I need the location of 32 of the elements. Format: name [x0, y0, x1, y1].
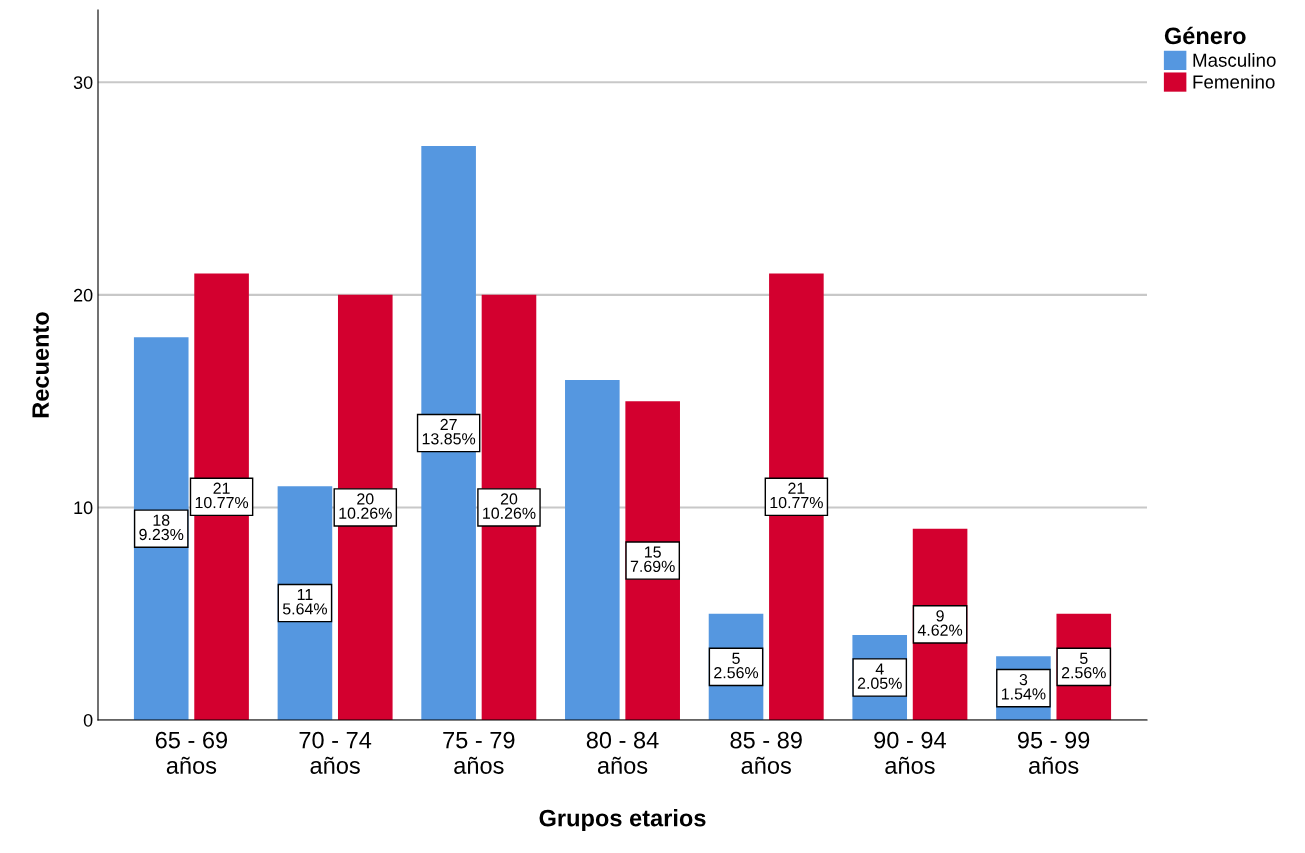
x-tick-label: 75 - 79 años [443, 731, 515, 774]
bar [565, 379, 620, 720]
data-label: 9 4.62% [917, 610, 963, 636]
x-tick-label: 65 - 69 años [155, 731, 228, 774]
y-tick-label: 10 [74, 501, 93, 515]
x-tick-label: 70 - 74 años [299, 731, 372, 774]
x-axis-title: Grupos etarios [539, 809, 706, 832]
data-label: 21 10.77% [770, 482, 823, 509]
legend-label: Masculino [1193, 53, 1276, 67]
x-tick-label: 90 - 94 años [874, 731, 946, 774]
y-tick-label: 20 [73, 288, 93, 302]
x-tick-label: 80 - 84 años [586, 731, 659, 774]
legend-title: Género [1164, 26, 1246, 45]
data-label: 4 2.05% [857, 663, 902, 689]
data-label: 3 1.54% [1001, 673, 1046, 700]
y-tick-label: 30 [73, 76, 93, 89]
legend-label: Femenino [1193, 74, 1275, 89]
data-label: 20 10.26% [339, 493, 392, 519]
x-tick-label: 95 - 99 años [1017, 731, 1090, 774]
data-label: 18 9.23% [139, 514, 184, 541]
bar [133, 337, 189, 720]
y-tick-label: 0 [83, 713, 93, 727]
x-tick-label: 85 - 89 años [730, 731, 802, 774]
data-label: 11 5.64% [282, 589, 327, 615]
data-label: 27 13.85% [422, 418, 476, 445]
data-label: 20 10.26% [483, 493, 536, 519]
data-label: 15 7.69% [630, 546, 675, 573]
bar [625, 401, 680, 720]
data-label: 5 2.56% [1061, 652, 1106, 679]
y-axis-title: Recuento [32, 312, 49, 418]
data-label: 5 2.56% [714, 652, 759, 679]
data-label: 21 10.77% [195, 482, 249, 509]
